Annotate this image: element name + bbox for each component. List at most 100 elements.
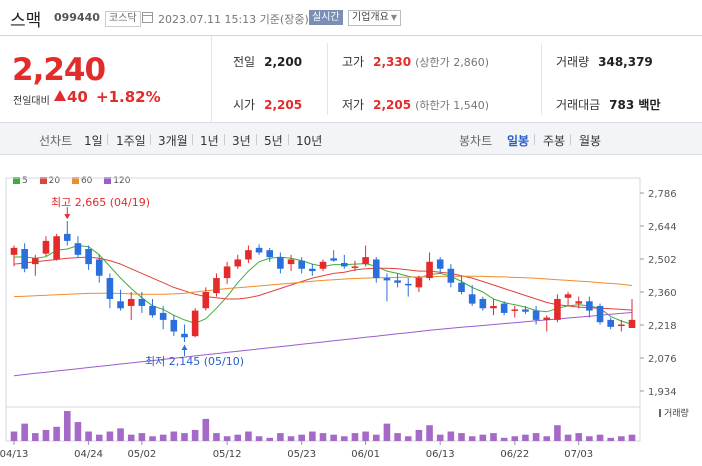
volume-bar — [543, 436, 551, 441]
candle-body — [458, 282, 465, 292]
candle-body — [426, 261, 433, 279]
stat-value: 348,379 — [598, 55, 653, 69]
candle-body — [170, 319, 178, 332]
tab-3y[interactable]: 3년 — [232, 134, 251, 148]
company-overview-button[interactable]: 기업개요 ▼ — [348, 10, 401, 26]
stock-code: 099440 — [54, 11, 100, 24]
stat-value: 2,205 — [264, 98, 303, 112]
tab-weekly[interactable]: 주봉 — [543, 134, 566, 148]
volume-bar — [532, 433, 540, 441]
candle-body — [127, 298, 135, 306]
divider — [107, 134, 108, 145]
tab-1w[interactable]: 1주일 — [116, 134, 146, 148]
candle-body — [596, 305, 604, 323]
candle-body — [618, 324, 625, 327]
volume-bar — [138, 433, 146, 441]
volume-bar — [586, 436, 593, 441]
x-tick-label: 06/22 — [500, 449, 529, 460]
tab-1d[interactable]: 1일 — [84, 134, 103, 148]
stat-label: 저가 — [342, 98, 365, 112]
low-annotation: 최저 2,145 (05/10) — [145, 355, 245, 368]
tab-daily[interactable]: 일봉 — [507, 134, 530, 148]
candle-body — [607, 319, 614, 327]
volume-bar — [74, 422, 82, 441]
realtime-button[interactable]: 실시간 — [309, 10, 343, 25]
legend-label: 20 — [48, 176, 61, 186]
stat-sub: (상한가 2,860) — [415, 56, 489, 69]
candle-body — [149, 305, 156, 316]
ma-legend: 5 20 60 120 — [13, 176, 139, 186]
candle-body — [404, 283, 412, 286]
stat-volume: 거래량 348,379 — [556, 53, 653, 70]
stat-amount: 거래대금 783 백만 — [556, 96, 660, 113]
tab-1y[interactable]: 1년 — [200, 134, 219, 148]
candle-body — [53, 236, 60, 260]
chevron-down-icon: ▼ — [390, 13, 397, 22]
tab-5y[interactable]: 5년 — [264, 134, 283, 148]
volume-bar — [596, 434, 604, 441]
volume-bar — [479, 434, 487, 441]
volume-bar — [564, 434, 572, 441]
candle-body — [277, 257, 284, 269]
volume-bar — [159, 434, 167, 441]
high-marker-arrowhead — [64, 214, 71, 220]
volume-bar — [309, 431, 316, 441]
volume-bar — [383, 423, 391, 441]
price-chart[interactable]: 2,786 2,644 2,502 2,360 2,218 2,076 1,934 04/13… — [0, 160, 702, 466]
divider — [570, 134, 571, 145]
y-tick-label: 2,786 — [648, 189, 677, 200]
y-tick-label: 2,360 — [648, 288, 677, 299]
volume-bar — [245, 431, 252, 441]
candle-body — [319, 261, 327, 269]
volume-bar — [468, 436, 476, 441]
candle-body — [202, 292, 210, 309]
stat-label: 거래대금 — [556, 98, 601, 112]
volume-bar — [628, 434, 636, 441]
volume-bar — [436, 434, 444, 441]
divider — [256, 134, 257, 145]
candle-body — [351, 266, 359, 268]
candle-body — [586, 301, 593, 311]
stat-label: 시가 — [233, 98, 256, 112]
candle-body — [42, 240, 50, 254]
candle-body — [341, 262, 348, 267]
up-arrow-icon — [54, 90, 66, 101]
current-price: 2,240 — [12, 52, 106, 88]
y-tick-label: 1,934 — [648, 387, 677, 398]
candle-body — [309, 268, 316, 272]
candle-body — [287, 259, 295, 265]
volume-bar — [85, 431, 92, 441]
high-annotation: 최고 2,665 (04/19) — [51, 196, 151, 209]
divider — [534, 134, 535, 145]
change-value: 40 — [67, 88, 88, 106]
volume-bar — [149, 436, 156, 441]
candle-body — [522, 309, 529, 312]
price-plot-frame — [5, 177, 641, 408]
volume-bar — [170, 431, 178, 441]
legend-swatch — [71, 177, 79, 184]
tab-3m[interactable]: 3개월 — [158, 134, 188, 148]
x-tick-label: 05/12 — [213, 449, 242, 460]
volume-bar — [106, 431, 114, 441]
legend-item-ma5: 5 — [13, 176, 28, 186]
tab-monthly[interactable]: 월봉 — [579, 134, 602, 148]
divider — [288, 134, 289, 145]
candle-body — [468, 294, 476, 304]
candle-body — [532, 310, 540, 320]
legend-swatch — [104, 177, 112, 184]
divider — [211, 36, 212, 122]
candle-body — [213, 278, 220, 294]
legend-label: 120 — [113, 176, 131, 186]
candle-body — [117, 301, 124, 309]
candle-body — [362, 257, 369, 265]
candle-body — [298, 260, 305, 269]
volume-bar — [522, 434, 529, 441]
candle-body — [628, 319, 636, 329]
tab-10y[interactable]: 10년 — [296, 134, 323, 148]
x-tick-label: 04/13 — [0, 449, 28, 460]
x-tick-label: 05/02 — [127, 449, 156, 460]
candle-body — [21, 249, 28, 269]
candle-body — [394, 280, 401, 283]
x-tick-label: 06/13 — [426, 449, 455, 460]
volume-bar — [575, 433, 583, 441]
